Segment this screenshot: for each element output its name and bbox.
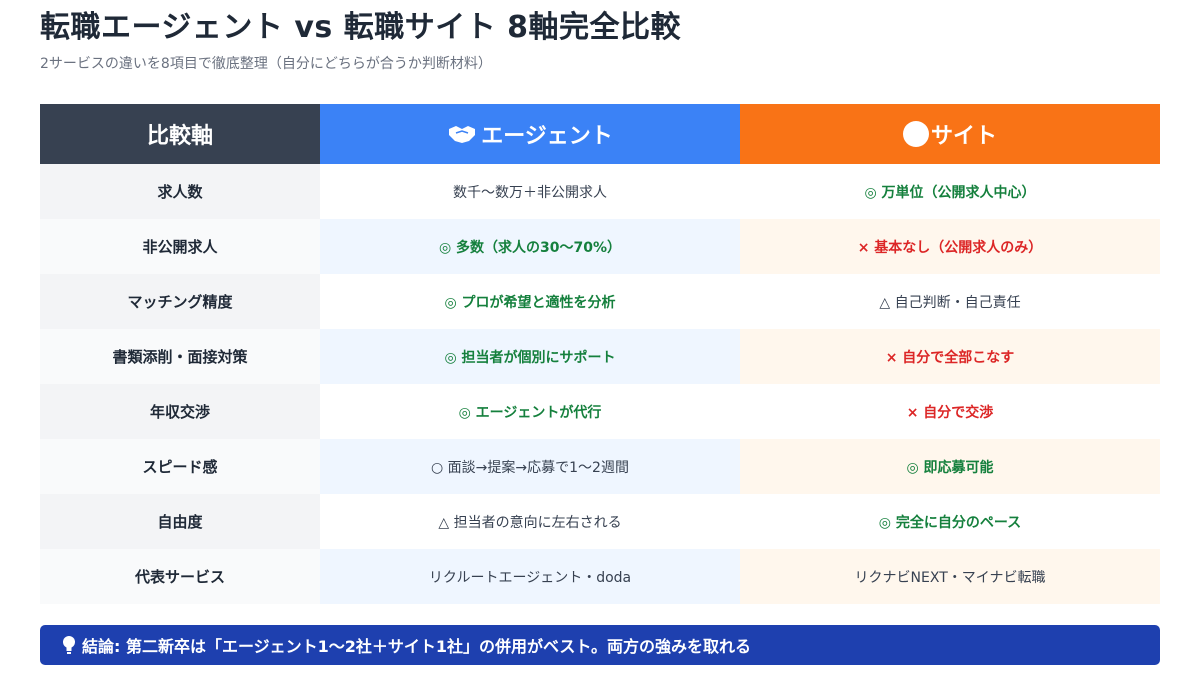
row-agent-value: ◎ プロが希望と適性を分析 [320,274,740,329]
column-header-axis-label: 比較軸 [146,124,213,149]
row-agent-value: リクルートエージェント・doda [320,549,740,604]
row-site-value: × 自分で全部こなす [740,329,1160,384]
row-site-value: ◎ 万単位（公開求人中心） [740,164,1160,219]
row-axis-label: 非公開求人 [40,219,320,274]
conclusion-banner: 結論: 第二新卒は「エージェント1〜2社＋サイト1社」の併用がベスト。両方の強み… [40,625,1160,665]
column-header-axis: 比較軸 [40,104,320,164]
conclusion-text: 結論: 第二新卒は「エージェント1〜2社＋サイト1社」の併用がベスト。両方の強み… [82,637,752,656]
row-agent-value: ◎ 担当者が個別にサポート [320,329,740,384]
row-axis-label: マッチング精度 [40,274,320,329]
column-header-agent: エージェント [320,104,740,164]
column-header-agent-label: エージェント [481,124,613,149]
table-row: 自由度 △ 担当者の意向に左右される ◎ 完全に自分のペース [40,494,1160,549]
row-site-value: △ 自己判断・自己責任 [740,274,1160,329]
row-agent-value: ○ 面談→提案→応募で1〜2週間 [320,439,740,494]
row-agent-value: ◎ エージェントが代行 [320,384,740,439]
row-agent-value: 数千〜数万＋非公開求人 [320,164,740,219]
row-site-value: リクナビNEXT・マイナビ転職 [740,549,1160,604]
table-header-row: 比較軸 エージェント サイト [40,104,1160,164]
row-agent-value: ◎ 多数（求人の30〜70%） [320,219,740,274]
row-axis-label: スピード感 [40,439,320,494]
row-site-value: × 自分で交渉 [740,384,1160,439]
row-axis-label: 求人数 [40,164,320,219]
row-site-value: × 基本なし（公開求人のみ） [740,219,1160,274]
row-axis-label: 書類添削・面接対策 [40,329,320,384]
table-row: 非公開求人 ◎ 多数（求人の30〜70%） × 基本なし（公開求人のみ） [40,219,1160,274]
comparison-table: 比較軸 エージェント サイト 求人数 数千〜数万＋非公開求人 ◎ 万単位（公開求人中… [40,104,1160,604]
table-row: 代表サービス リクルートエージェント・doda リクナビNEXT・マイナビ転職 [40,549,1160,604]
row-agent-value: △ 担当者の意向に左右される [320,494,740,549]
table-row: マッチング精度 ◎ プロが希望と適性を分析 △ 自己判断・自己責任 [40,274,1160,329]
row-axis-label: 自由度 [40,494,320,549]
row-axis-label: 代表サービス [40,549,320,604]
lightbulb-icon [62,635,76,655]
table-row: 求人数 数千〜数万＋非公開求人 ◎ 万単位（公開求人中心） [40,164,1160,219]
table-body: 求人数 数千〜数万＋非公開求人 ◎ 万単位（公開求人中心） 非公開求人 ◎ 多数（求人の… [40,164,1160,604]
handshake-icon [447,123,477,145]
row-axis-label: 年収交渉 [40,384,320,439]
row-site-value: ◎ 即応募可能 [740,439,1160,494]
globe-icon [902,121,929,147]
page-title: 転職エージェント vs 転職サイト 8軸完全比較 [40,10,682,45]
table-row: 書類添削・面接対策 ◎ 担当者が個別にサポート × 自分で全部こなす [40,329,1160,384]
column-header-site: サイト [740,104,1160,164]
table-row: スピード感 ○ 面談→提案→応募で1〜2週間 ◎ 即応募可能 [40,439,1160,494]
column-header-site-label: サイト [930,124,997,149]
row-site-value: ◎ 完全に自分のペース [740,494,1160,549]
table-row: 年収交渉 ◎ エージェントが代行 × 自分で交渉 [40,384,1160,439]
page-subtitle: 2サービスの違いを8項目で徹底整理（自分にどちらが合うか判断材料） [40,56,492,72]
